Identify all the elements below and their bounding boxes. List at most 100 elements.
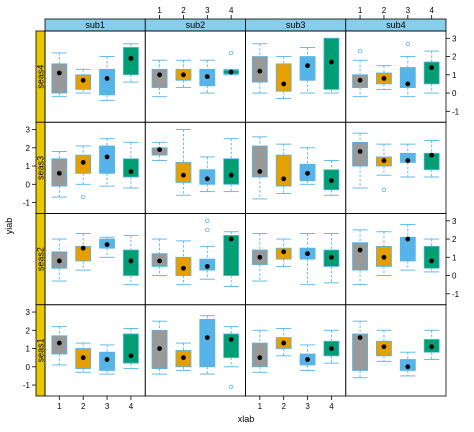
y-axis-title: yiab <box>4 218 14 235</box>
box-seas2-sub2-g2-median <box>181 265 186 271</box>
box-seas3-sub3-g4-median <box>329 178 334 184</box>
y-tick-label-seas3-0: 0 <box>26 180 31 189</box>
box-seas1-sub3-g3-median <box>305 357 310 362</box>
box-seas1-sub3-g4-median <box>329 346 334 351</box>
strip-label-seas4: seas4 <box>36 65 46 89</box>
y-tick-label-seas2-0: 0 <box>452 272 457 281</box>
box-seas3-sub1-g4-median <box>128 169 134 174</box>
box-seas4-sub2-g4-median <box>228 69 234 75</box>
strip-label-sub1: sub1 <box>85 20 105 30</box>
box-seas3-sub2-g2-median <box>181 172 186 178</box>
box-seas4-sub4-g3-outlier-0 <box>405 41 411 46</box>
box-seas1-sub3-g1-median <box>257 355 263 361</box>
box-seas1-sub1-g4-median <box>128 353 134 359</box>
x-tick-label-sub4-4: 4 <box>429 6 434 15</box>
box-seas1-sub2-g3-median <box>204 335 210 340</box>
panel-seas4-sub4 <box>345 30 447 123</box>
panel-seas4-sub1 <box>44 30 146 123</box>
panel-seas3-sub2 <box>144 121 246 214</box>
box-seas3-sub2-g2-body <box>175 161 192 183</box>
box-seas2-sub1-g3-median <box>104 242 110 247</box>
box-seas1-sub3-g2-median <box>281 340 287 346</box>
box-seas2-sub4-g2-median <box>381 254 387 260</box>
box-seas4-sub4-g1-outlier-0 <box>357 48 363 54</box>
box-seas1-sub2-g4-outlier-0 <box>228 384 234 390</box>
box-seas4-sub1-g3-median <box>104 76 110 81</box>
box-seas1-sub4-g4-median <box>429 344 435 350</box>
box-seas3-sub1-g4-body <box>123 158 139 178</box>
panel-seas3-sub4 <box>345 121 447 214</box>
y-tick-label-seas1-3: 3 <box>26 308 31 317</box>
box-seas2-sub2-g3-outlier-1 <box>205 218 210 223</box>
box-seas2-sub4-g3-median <box>405 236 411 242</box>
box-seas3-sub4-g2-outlier-0 <box>381 187 387 192</box>
panel-seas2-sub1 <box>44 213 146 306</box>
box-seas1-sub4-g1-median <box>357 335 363 340</box>
box-seas2-sub2-g3-median <box>204 264 210 269</box>
x-tick-label-sub2-4: 4 <box>229 6 234 15</box>
box-seas1-sub2-g4-median <box>228 337 234 342</box>
box-seas3-sub1-g3-median <box>104 154 110 160</box>
box-seas3-sub2-g4-body <box>223 158 240 185</box>
x-tick-label-sub2-3: 3 <box>205 6 210 15</box>
box-seas4-sub2-g4-outlier-0 <box>228 50 234 56</box>
x-tick-label-sub3-1: 1 <box>258 402 263 411</box>
panel-seas2-sub2 <box>144 213 246 306</box>
box-seas3-sub2-g3-median <box>204 176 210 182</box>
panel-seas1-sub3 <box>245 304 347 397</box>
strip-label-sub4: sub4 <box>386 20 406 30</box>
box-seas1-sub2-g4-body <box>223 333 240 359</box>
box-seas4-sub2-g2-median <box>181 72 186 78</box>
box-seas3-sub3-g3-median <box>305 170 310 176</box>
box-seas2-sub3-g4-median <box>329 254 334 260</box>
box-seas4-sub1-g1-median <box>56 70 62 76</box>
box-seas1-sub1-g2-median <box>80 355 86 361</box>
y-tick-label-seas1-2: 2 <box>26 326 31 335</box>
panel-seas2-sub4 <box>345 213 447 306</box>
strip-label-seas2: seas2 <box>36 247 46 271</box>
box-seas3-sub3-g1-median <box>257 169 263 174</box>
x-tick-label-sub1-1: 1 <box>57 402 62 411</box>
panel-seas3-sub3 <box>245 121 347 214</box>
x-tick-label-sub1-4: 4 <box>129 402 134 411</box>
box-seas4-sub2-g1-median <box>157 72 162 78</box>
box-seas1-sub3-g1-body <box>251 342 268 368</box>
box-seas1-sub2-g1-median <box>157 346 162 351</box>
box-seas3-sub2-g4-median <box>228 172 234 178</box>
box-seas2-sub4-g1-median <box>357 247 363 253</box>
panel-seas4-sub3 <box>245 30 347 123</box>
box-seas2-sub1-g4-median <box>128 258 134 264</box>
x-tick-label-sub1-2: 2 <box>81 402 86 411</box>
y-tick-label-seas2-1: 1 <box>452 253 457 262</box>
box-seas3-sub1-g2-outlier-0 <box>80 194 86 200</box>
box-seas2-sub4-g4-median <box>429 258 435 264</box>
box-seas4-sub4-g3-median <box>405 81 411 87</box>
box-seas4-sub1-g4-body <box>123 47 139 76</box>
box-seas4-sub1-g4-median <box>128 55 134 61</box>
panel-seas3-sub1 <box>44 121 146 214</box>
y-tick-label-seas3-1: 1 <box>26 162 31 171</box>
box-seas4-sub3-g2-body <box>275 63 292 92</box>
box-seas1-sub4-g2-median <box>381 344 387 350</box>
x-tick-label-sub3-4: 4 <box>329 402 334 411</box>
box-seas4-sub1-g2-median <box>80 77 86 83</box>
box-seas2-sub3-g2-median <box>281 249 287 255</box>
y-tick-label-seas3--1: -1 <box>23 199 31 208</box>
panel-seas1-sub2 <box>144 304 246 397</box>
box-seas3-sub3-g2-median <box>281 176 287 182</box>
box-seas2-sub3-g1-median <box>257 254 263 260</box>
x-tick-label-sub3-3: 3 <box>305 402 310 411</box>
box-seas2-sub2-g4-body <box>223 234 240 276</box>
box-seas2-sub4-g4-body <box>423 245 440 269</box>
box-seas2-sub2-g3-outlier-0 <box>205 227 210 233</box>
strip-label-seas3: seas3 <box>36 156 46 180</box>
box-seas2-sub1-g1-median <box>56 258 62 264</box>
box-seas4-sub2-g3-median <box>204 74 210 80</box>
box-seas2-sub2-g1-median <box>157 258 162 264</box>
box-seas1-sub4-g1-body <box>352 333 368 371</box>
x-tick-label-sub4-3: 3 <box>406 6 411 15</box>
box-seas4-sub4-g4-median <box>429 65 435 70</box>
box-seas1-sub4-g3-median <box>405 364 411 370</box>
box-seas3-sub1-g3-body <box>99 145 115 174</box>
box-seas4-sub2-g1-body <box>151 68 168 88</box>
